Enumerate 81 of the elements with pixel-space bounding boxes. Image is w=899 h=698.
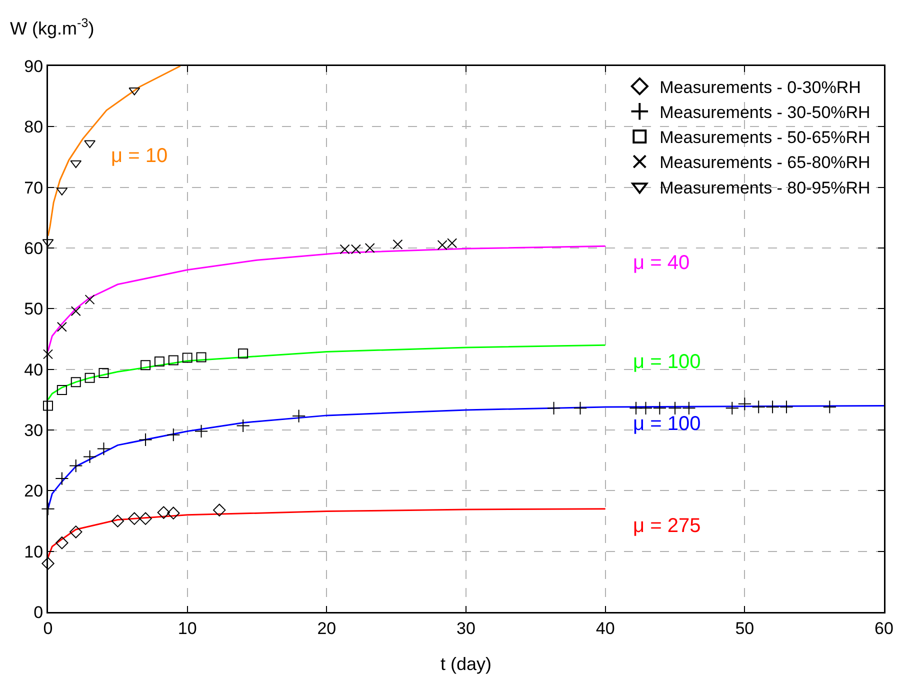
series-label: μ = 275 [633, 515, 701, 537]
legend-label: Measurements - 30-50%RH [660, 103, 870, 122]
y-tick-label: 50 [24, 300, 44, 319]
point [56, 322, 67, 332]
point [167, 506, 180, 520]
point [364, 243, 375, 253]
point [154, 356, 164, 366]
point [41, 502, 55, 516]
series-label: μ = 100 [633, 351, 701, 373]
y-tick-label: 20 [24, 482, 44, 501]
x-tick-label: 30 [456, 618, 476, 638]
point [140, 360, 151, 370]
line-series [48, 66, 182, 237]
line-series [48, 245, 606, 352]
point [70, 306, 81, 316]
point [780, 400, 794, 414]
point [83, 450, 97, 464]
x-tick-label: 50 [735, 618, 754, 638]
point [84, 140, 96, 148]
x-tick-label: 10 [178, 618, 197, 638]
point [84, 294, 95, 305]
point [573, 401, 588, 415]
point [292, 409, 306, 423]
y-tick-label: 0 [34, 602, 44, 622]
point [196, 352, 206, 362]
series-label: μ = 10 [111, 145, 168, 167]
point [752, 400, 766, 414]
point [98, 368, 109, 378]
point [238, 348, 248, 359]
x-axis-title: t (day) [440, 654, 492, 674]
point [157, 506, 170, 519]
point [392, 239, 403, 250]
point [738, 397, 752, 411]
point [111, 514, 124, 528]
point [70, 526, 82, 538]
x-tick-label: 20 [317, 618, 336, 638]
point [668, 401, 682, 415]
point [182, 352, 192, 363]
line-series [48, 404, 884, 510]
point [652, 401, 666, 415]
point [43, 400, 53, 411]
point [138, 432, 152, 447]
point [84, 372, 95, 383]
point [69, 458, 83, 473]
point [766, 400, 780, 414]
point [56, 384, 67, 395]
legend-label: Measurements - 80-95%RH [660, 178, 870, 198]
point [139, 512, 152, 525]
series-label: μ = 40 [633, 252, 690, 274]
y-tick-label: 40 [24, 360, 44, 380]
point [194, 424, 208, 438]
y-axis-title: W (kg.m$^{-3}$) [10, 16, 94, 39]
point [213, 504, 226, 516]
legend-label: Measurements - 50-65%RH [660, 128, 870, 148]
legend-label: Measurements - 0-30%RH [660, 78, 861, 97]
point [128, 512, 141, 525]
point [96, 442, 111, 456]
x-tick-label: 40 [596, 618, 615, 638]
point [725, 401, 739, 415]
point [70, 377, 81, 388]
point [236, 418, 250, 433]
y-tick-label: 90 [24, 56, 44, 76]
y-tick-label: 30 [24, 420, 44, 440]
point [822, 400, 836, 414]
point [43, 349, 53, 360]
y-tick-label: 80 [24, 118, 44, 137]
point [56, 536, 68, 550]
point [166, 428, 180, 442]
point [682, 401, 696, 415]
point [42, 557, 54, 570]
x-tick-label: 60 [874, 618, 894, 638]
y-tick-label: 60 [24, 238, 44, 258]
point [638, 401, 653, 415]
y-tick-label: 10 [24, 542, 44, 562]
point [55, 472, 69, 486]
series-label: μ = 100 [633, 413, 701, 435]
point [546, 401, 561, 415]
y-tick-label: 70 [24, 178, 44, 198]
point [168, 355, 178, 366]
point [70, 160, 82, 168]
legend-label: Measurements - 65-80%RH [660, 153, 870, 172]
